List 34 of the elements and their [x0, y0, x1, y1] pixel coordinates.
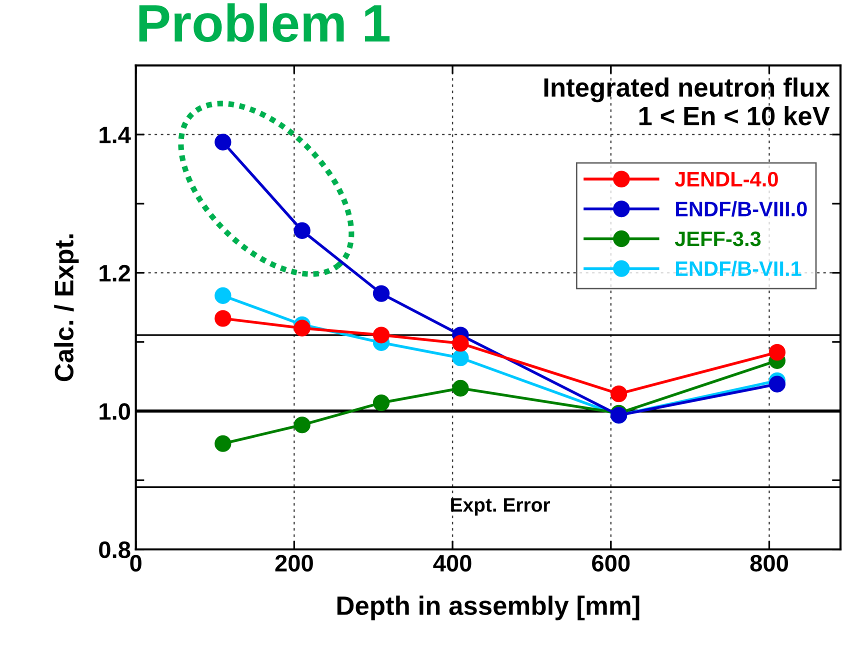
chart-title: Problem 1	[139, 3, 390, 42]
x-axis-title: Depth in assembly [mm]	[337, 596, 640, 620]
point	[768, 344, 786, 361]
point	[372, 394, 390, 412]
point	[214, 435, 232, 452]
point	[452, 335, 469, 352]
point	[294, 222, 310, 239]
point	[214, 287, 232, 304]
point	[294, 416, 310, 434]
x-tick-label: 600	[592, 554, 630, 572]
point	[214, 310, 232, 327]
point	[214, 134, 232, 150]
point	[452, 350, 469, 366]
point	[768, 376, 786, 392]
y-tick-label: 1.0	[100, 403, 130, 420]
x-tick-label: 200	[275, 554, 313, 572]
x-tick-label: 0	[130, 554, 142, 572]
point	[372, 285, 390, 302]
point	[452, 380, 469, 397]
annotation: Integrated neutron flux 1 < En < 10 keV	[544, 78, 830, 126]
legend-label: JENDL-4.0	[674, 172, 778, 187]
point	[610, 385, 628, 402]
point	[294, 320, 310, 336]
ref-line-label: Expt. Error	[451, 498, 550, 516]
y-tick-label: 0.8	[99, 541, 130, 558]
legend-label: ENDF/B-VIII.0	[676, 201, 807, 217]
legend-label: ENDF/B-VII.1	[676, 260, 802, 276]
y-axis-title: Calc. / Expt.	[54, 234, 79, 382]
x-tick-label: 800	[750, 554, 788, 572]
y-tick-label: 1.4	[100, 126, 131, 144]
x-tick-label: 400	[433, 554, 472, 572]
point	[372, 326, 390, 344]
y-tick-label: 1.2	[100, 264, 130, 282]
legend-label: JEFF-3.3	[674, 231, 761, 246]
